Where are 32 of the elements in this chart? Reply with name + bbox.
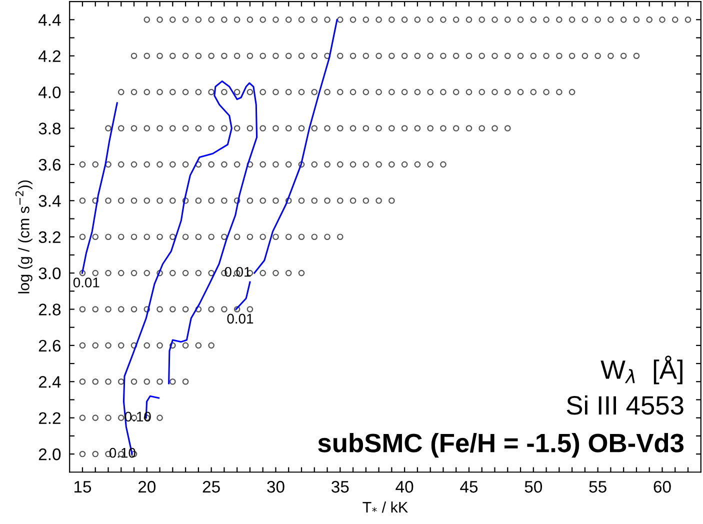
annotation: 0.01 <box>73 278 100 288</box>
y-axis-title: log (g / (cm s$^{−2}$)) <box>15 180 32 294</box>
y-tick-label: 3.2 <box>38 231 60 244</box>
y-tick-label: 4.0 <box>38 86 61 98</box>
y-tick-label: 3.8 <box>38 122 61 134</box>
y-tick-label: 2.6 <box>38 340 61 352</box>
annotation: Si III 4553 <box>566 395 684 415</box>
x-tick-label: 60 <box>654 480 671 493</box>
line-series <box>254 18 338 274</box>
y-tick-label: 3.0 <box>38 267 61 280</box>
x-tick-label: 55 <box>589 481 606 493</box>
y-tick-label: 3.6 <box>38 158 61 171</box>
x-tick-label: 40 <box>396 480 414 493</box>
x-tick-label: 25 <box>202 480 220 493</box>
x-tick-label: 20 <box>138 480 156 493</box>
y-tick-label: 2.2 <box>38 412 60 424</box>
y-tick-label: 2.8 <box>38 304 61 316</box>
annotation: W$_{λ}$ [Å] <box>600 356 682 384</box>
annotation: 0.01 <box>227 314 254 324</box>
x-tick-label: 15 <box>74 481 92 493</box>
x-tick-label: 30 <box>267 480 284 493</box>
x-tick-label: 35 <box>332 480 349 493</box>
line-series <box>81 102 118 274</box>
x-tick-label: 50 <box>524 480 542 493</box>
x-tick-label: 45 <box>460 481 478 493</box>
y-tick-label: 2.4 <box>38 376 61 388</box>
x-axis-title: T$_{*}$ / kK <box>362 501 408 513</box>
annotation: subSMC (Fe/H = -1.5) OB-Vd3 <box>318 433 684 458</box>
y-tick-label: 4.2 <box>38 50 60 62</box>
y-tick-label: 4.4 <box>38 14 61 26</box>
y-tick-label: 2.0 <box>38 448 61 460</box>
y-tick-label: 3.4 <box>38 195 61 207</box>
